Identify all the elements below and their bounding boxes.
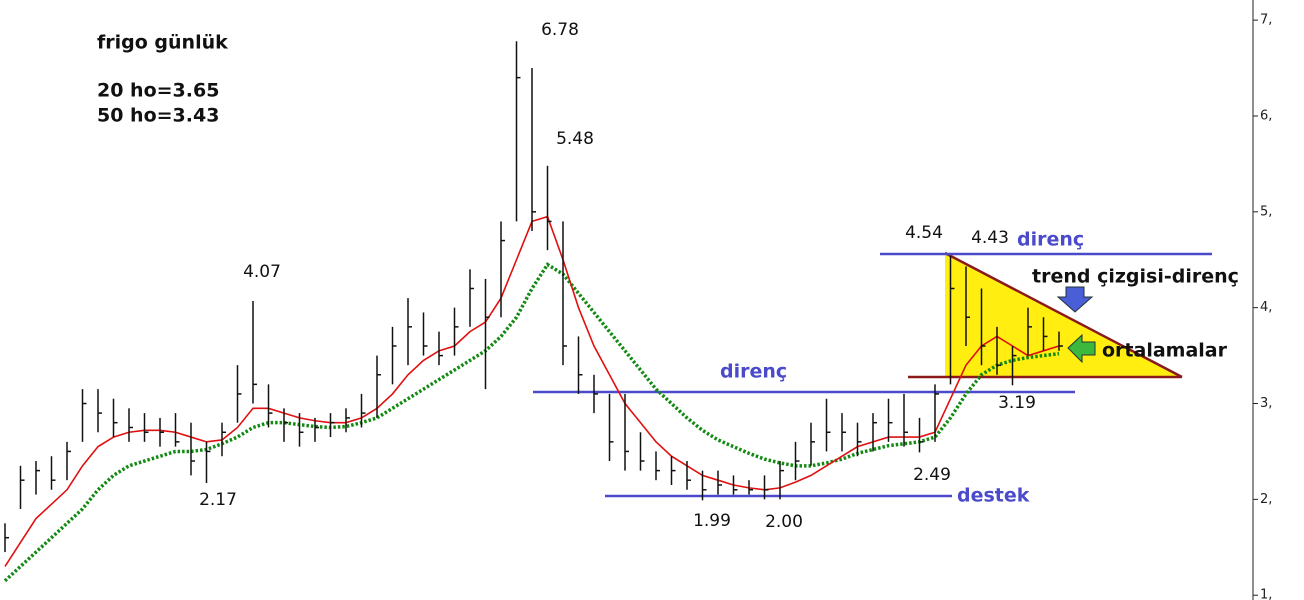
y-tick-label: 7, — [1260, 13, 1272, 28]
annotation: 4.07 — [243, 262, 281, 282]
left-arrow — [1067, 333, 1096, 364]
annotation: 2.00 — [765, 512, 803, 532]
down-arrow — [1056, 286, 1094, 313]
y-tick-label: 6, — [1260, 108, 1272, 123]
y-tick-label: 4, — [1260, 300, 1272, 315]
annotation: 4.43 — [971, 228, 1009, 248]
y-tick-label: 3, — [1260, 396, 1272, 411]
note: destek — [957, 485, 1030, 507]
y-tick-label: 5, — [1260, 204, 1272, 219]
note: ortalamalar — [1102, 340, 1228, 362]
subtitle: 50 ho=3.43 — [97, 105, 219, 127]
annotation: 4.54 — [905, 223, 943, 243]
ma50-line — [3, 262, 1060, 583]
note: direnç — [720, 361, 787, 383]
plot — [3, 41, 1063, 583]
annotation: 6.78 — [541, 20, 579, 40]
note: direnç — [1017, 229, 1084, 251]
y-tick-label: 2, — [1260, 492, 1272, 507]
annotation: 3.19 — [998, 393, 1036, 413]
note: trend çizgisi-direnç — [1032, 266, 1239, 288]
annotation: 2.49 — [913, 465, 951, 485]
subtitle: 20 ho=3.65 — [97, 80, 219, 102]
annotation: 2.17 — [199, 490, 237, 510]
title: frigo günlük — [97, 32, 228, 54]
y-tick-label: 1, — [1260, 588, 1272, 600]
trend-line — [944, 251, 1183, 379]
annotation: 5.48 — [556, 129, 594, 149]
annotation: 1.99 — [693, 511, 731, 531]
